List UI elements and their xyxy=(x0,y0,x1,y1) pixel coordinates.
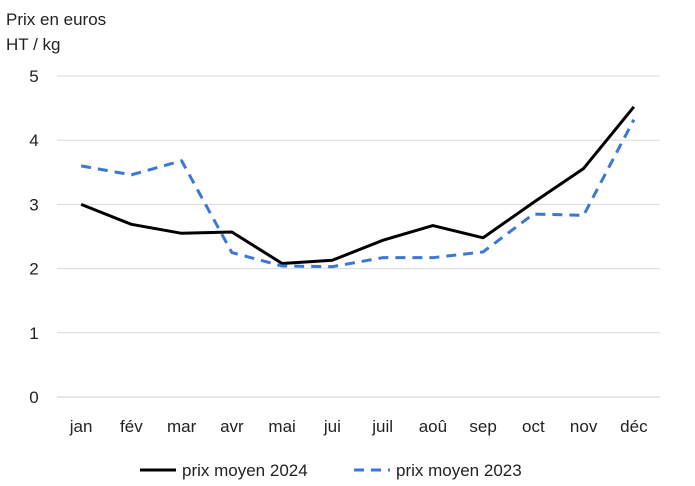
y-tick-label: 1 xyxy=(29,324,38,343)
x-tick-label: jui xyxy=(323,417,341,436)
x-tick-label: jan xyxy=(69,417,93,436)
x-tick-label: nov xyxy=(570,417,598,436)
legend-label: prix moyen 2024 xyxy=(182,461,308,480)
x-tick-label: aoû xyxy=(419,417,447,436)
x-tick-label: mar xyxy=(167,417,197,436)
x-tick-label: sep xyxy=(469,417,496,436)
x-tick-label: oct xyxy=(522,417,545,436)
y-tick-label: 4 xyxy=(29,131,38,150)
series-line-prix-moyen-2023 xyxy=(80,118,636,269)
x-tick-label: juil xyxy=(371,417,393,436)
x-tick-label: déc xyxy=(620,417,648,436)
y-axis-title-line-2: HT / kg xyxy=(6,35,61,54)
series-line-prix-moyen-2024 xyxy=(80,105,636,265)
y-axis-title-line-1: Prix en euros xyxy=(6,10,107,29)
x-tick-label: mai xyxy=(268,417,295,436)
y-tick-label: 2 xyxy=(29,260,38,279)
x-tick-label: fév xyxy=(120,417,143,436)
legend-label: prix moyen 2023 xyxy=(396,461,522,480)
y-tick-label: 0 xyxy=(29,388,38,407)
y-tick-label: 5 xyxy=(29,67,38,86)
y-tick-label: 3 xyxy=(29,195,38,214)
x-tick-label: avr xyxy=(220,417,244,436)
